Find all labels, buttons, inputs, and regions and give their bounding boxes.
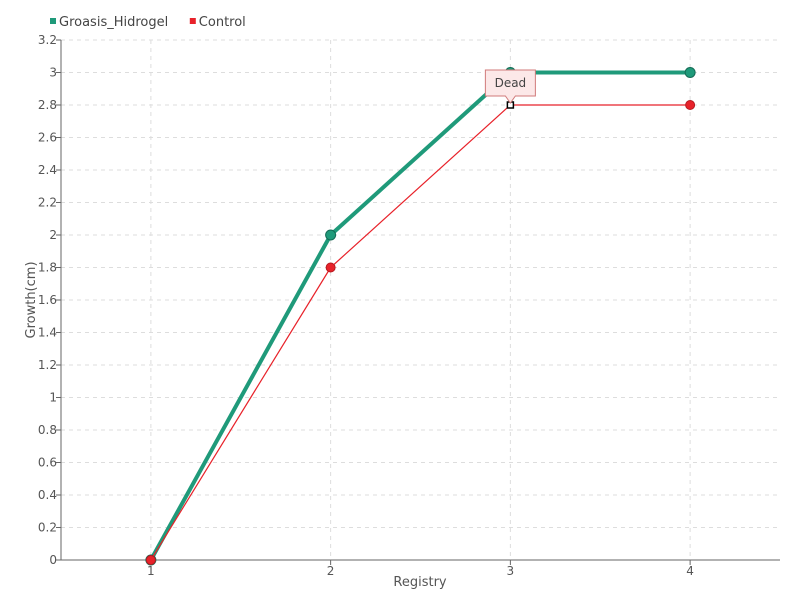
annotation-callout — [484, 69, 536, 104]
legend-label: Groasis_Hidrogel — [59, 15, 168, 30]
y-tick-label: 2.4 — [38, 163, 57, 177]
x-tick-label: 3 — [507, 564, 515, 578]
data-point — [325, 262, 336, 273]
y-tick-label: 1.2 — [38, 358, 57, 372]
axes: Registry Growth(cm) 0 0.2 0.4 0.6 0.8 1 1.2 1.4… — [24, 33, 780, 590]
y-axis-label: Growth(cm) — [24, 261, 39, 338]
x-axis-label: Registry — [393, 575, 447, 590]
series — [145, 67, 696, 566]
x-tick-label: 2 — [327, 564, 335, 578]
data-point — [145, 555, 156, 565]
y-tick-label: 1.8 — [38, 261, 57, 275]
y-tick-label: 0.6 — [38, 456, 57, 470]
legend-marker — [189, 18, 196, 24]
series-line-control — [150, 104, 691, 561]
x-tick-label: 1 — [147, 564, 155, 578]
y-tick-label: 2.2 — [38, 196, 57, 210]
y-tick-label: 0.4 — [38, 488, 57, 502]
data-point — [325, 229, 337, 241]
annotation-label: Dead — [495, 76, 527, 90]
legend: Groasis_Hidrogel Control — [50, 15, 246, 30]
data-point — [684, 67, 696, 78]
y-tick-label: 3.2 — [38, 33, 57, 47]
y-tick-label: 0 — [49, 553, 57, 567]
y-tick-label: 3 — [49, 66, 57, 80]
y-tick-label: 1.4 — [38, 326, 57, 340]
legend-marker — [50, 18, 56, 24]
annotations: Dead — [484, 69, 536, 104]
y-tick-label: 0.2 — [38, 521, 57, 535]
data-point — [685, 100, 696, 110]
y-tick-label: 0.8 — [38, 423, 57, 437]
y-tick-label: 2.8 — [38, 98, 57, 112]
y-tick-label: 2.6 — [38, 131, 57, 145]
series-line-groasis-hidrogel — [149, 70, 691, 561]
legend-label: Control — [199, 15, 246, 30]
grid — [61, 39, 780, 560]
y-tick-label: 1 — [49, 391, 57, 405]
x-tick-label: 4 — [686, 564, 694, 578]
y-tick-label: 1.6 — [38, 293, 57, 307]
y-tick-label: 2 — [49, 228, 57, 242]
